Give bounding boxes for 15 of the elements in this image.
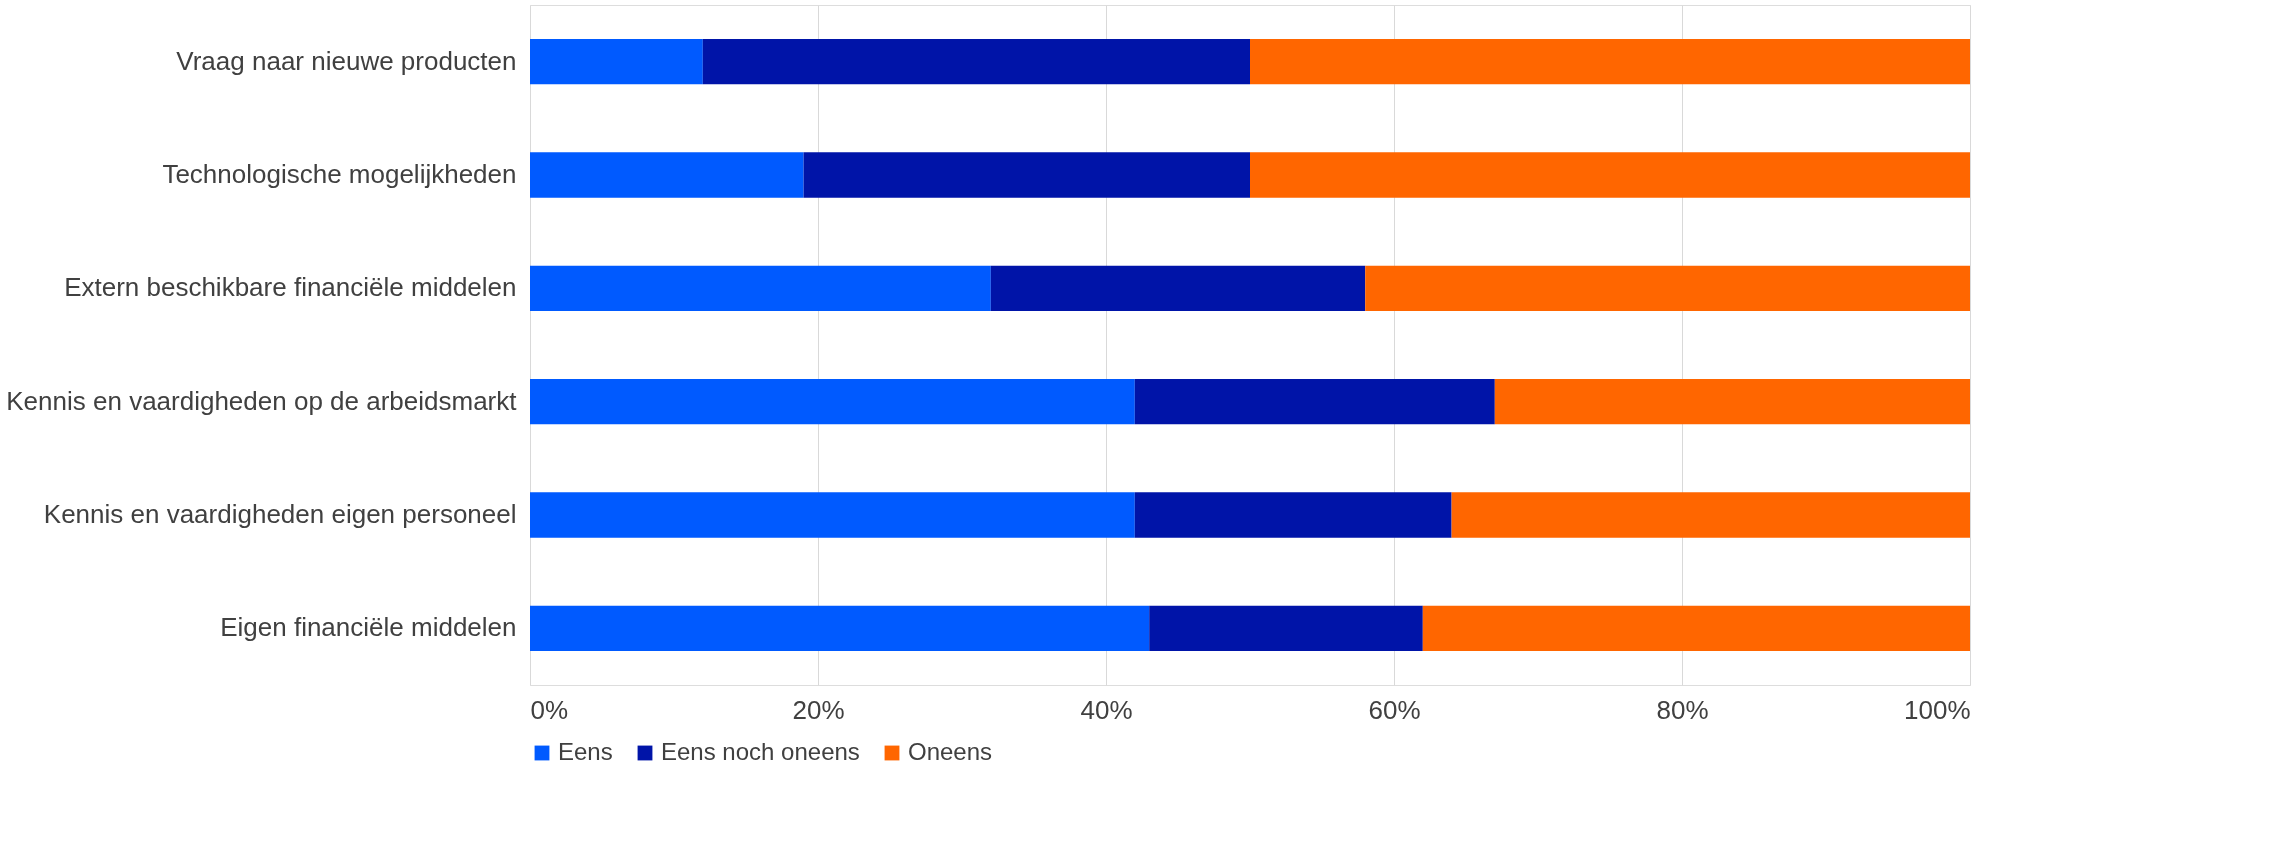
- legend-label: Oneens: [908, 738, 993, 765]
- legend-label: Eens noch oneens: [661, 738, 860, 765]
- x-tick-label: 100%: [1904, 694, 1971, 725]
- y-tick-label: Eigen financiële middelen: [220, 612, 517, 643]
- legend-label: Eens: [558, 738, 613, 765]
- y-tick-label: Kennis en vaardigheden op de arbeidsmarkt: [6, 385, 518, 416]
- x-tick-label: 60%: [1368, 694, 1421, 725]
- y-tick-label: Kennis en vaardigheden eigen personeel: [43, 499, 517, 529]
- y-tick-label: Technologische mogelijkheden: [162, 159, 517, 189]
- x-tick-label: 40%: [1080, 694, 1133, 725]
- x-tick-label: 20%: [792, 694, 845, 725]
- x-tick-label: 80%: [1656, 694, 1709, 725]
- y-tick-label: Vraag naar nieuwe producten: [176, 45, 517, 76]
- y-tick-label: Extern beschikbare financiële middelen: [64, 272, 517, 303]
- x-tick-label: 0%: [530, 694, 569, 725]
